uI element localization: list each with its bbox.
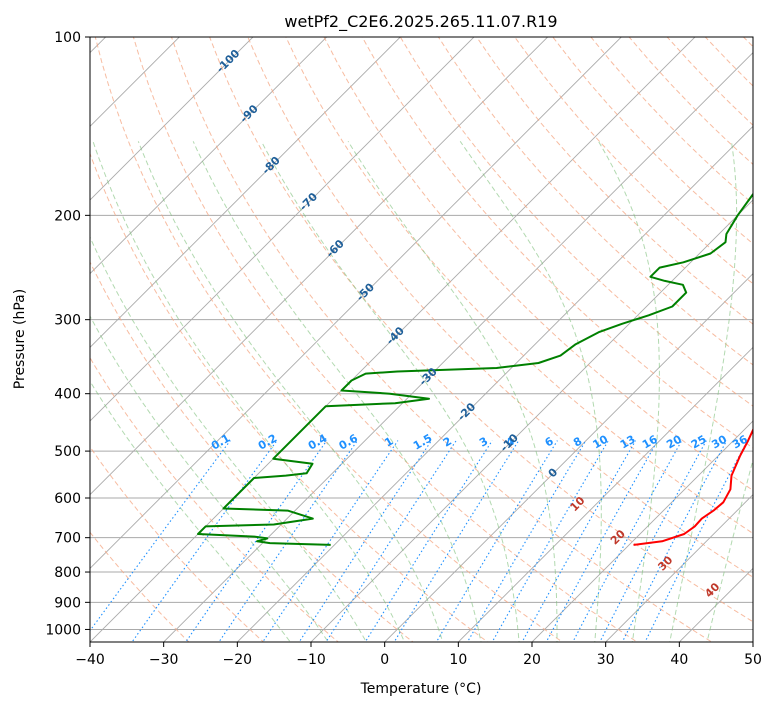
x-axis-label: Temperature (°C) <box>360 681 482 697</box>
dry-adiabat-line <box>514 37 753 285</box>
y-tick-label: 600 <box>54 491 81 507</box>
mixing-ratio-line <box>521 440 637 642</box>
y-tick-label: 700 <box>54 531 81 547</box>
mixing-ratio-line <box>325 440 457 642</box>
mixing-ratio-line <box>599 440 707 642</box>
dry-adiabat-line <box>132 37 638 642</box>
x-tick-label: 20 <box>523 652 541 668</box>
dry-adiabat-line <box>90 446 265 642</box>
y-tick-label: 900 <box>54 595 81 611</box>
mixing-ratio-line <box>491 440 609 642</box>
isotherm-line <box>310 199 753 642</box>
dewpoint-line <box>197 192 753 546</box>
x-tick-label: 10 <box>449 652 467 668</box>
dry-adiabat-line <box>399 37 753 407</box>
isotherm-line <box>384 273 753 642</box>
moist-adiabat-line <box>92 141 406 642</box>
isotherm-line <box>531 420 753 642</box>
mixing-ratio-line <box>545 440 659 642</box>
y-axis-label: Pressure (hPa) <box>12 289 28 389</box>
y-axis: 1000 900 800 700 600 500 400 300 200 100 <box>45 30 90 638</box>
moist-adiabat-line <box>137 141 444 642</box>
isotherm-line <box>90 37 475 422</box>
isotherm-line <box>605 494 753 642</box>
chart-title: wetPf2_C2E6.2025.265.11.07.R19 <box>284 12 557 32</box>
moist-adiabat-line <box>90 235 367 642</box>
y-tick-label: 800 <box>54 565 81 581</box>
mixing-ratio-line <box>466 440 587 642</box>
isotherm-line <box>90 37 622 569</box>
background-lines <box>90 37 753 642</box>
moist-adiabat-line <box>260 141 520 642</box>
isotherm-line <box>90 37 254 201</box>
plot-frame <box>89 36 754 643</box>
temperature-line <box>633 427 753 546</box>
x-tick-label: −30 <box>149 652 179 668</box>
dry-adiabat-line <box>285 37 753 535</box>
mixing-ratio-line <box>298 440 432 642</box>
mixing-ratio-line <box>621 440 728 642</box>
y-tick-label: 100 <box>54 30 81 46</box>
moist-adiabat-line <box>706 457 753 642</box>
y-tick-label: 300 <box>54 313 81 329</box>
moist-adiabat-line <box>90 314 329 642</box>
x-axis: −40 −30 −20 −10 0 10 20 30 40 50 <box>75 642 762 668</box>
sounding-series <box>197 192 753 546</box>
mixing-ratio-line <box>262 440 399 642</box>
dry-adiabat-line <box>90 260 414 642</box>
x-tick-label: −20 <box>223 652 253 668</box>
x-tick-label: 30 <box>597 652 615 668</box>
x-tick-label: 0 <box>380 652 389 668</box>
dry-adiabat-line <box>476 37 753 325</box>
dry-adiabat-line <box>209 37 753 623</box>
x-tick-label: 50 <box>744 652 762 668</box>
isotherm-line <box>90 37 696 642</box>
y-tick-label: 200 <box>54 208 81 224</box>
y-tick-label: 1000 <box>45 622 81 638</box>
isotherm-line <box>163 52 753 642</box>
moist-adiabat-line <box>192 141 482 642</box>
isotherm-line <box>236 125 753 642</box>
mixing-ratio-line <box>644 440 748 642</box>
moist-adiabat-line <box>347 141 558 642</box>
dry-adiabat-line <box>94 37 564 642</box>
x-tick-label: −40 <box>75 652 105 668</box>
dry-adiabat-line <box>170 37 713 642</box>
dry-adiabat-line <box>90 531 190 642</box>
y-tick-label: 500 <box>54 444 81 460</box>
mixing-ratio-line <box>435 440 558 642</box>
isotherm-line <box>90 37 328 275</box>
moist-adiabat-line <box>90 380 291 642</box>
isotherm-line <box>90 37 549 496</box>
isotherm-line <box>90 37 401 348</box>
mixing-ratio-line <box>572 440 683 642</box>
x-tick-label: −10 <box>296 652 326 668</box>
moist-adiabat-line <box>459 141 602 642</box>
mixing-ratio-line <box>364 440 493 642</box>
y-tick-label: 400 <box>54 387 81 403</box>
dry-adiabat-line <box>361 37 753 449</box>
moist-adiabat-line <box>669 141 738 642</box>
isotherm-line <box>90 37 180 127</box>
x-tick-label: 40 <box>670 652 688 668</box>
